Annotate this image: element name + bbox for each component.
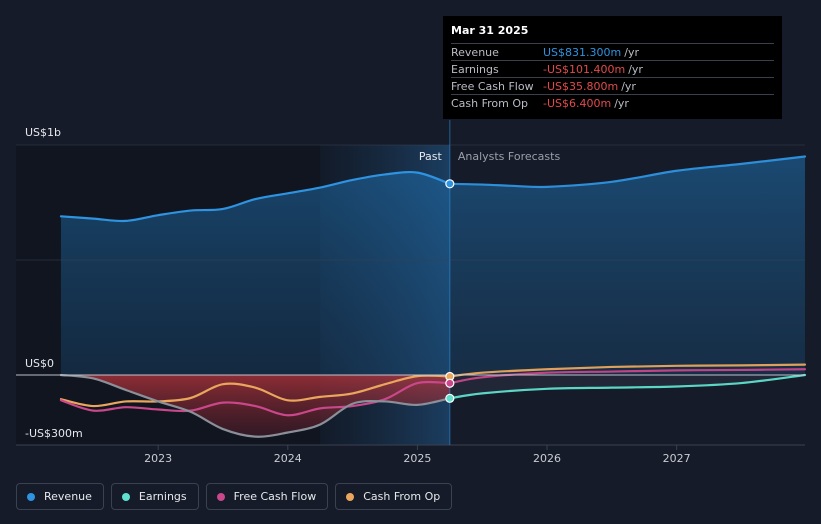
x-tick-label: 2023 (144, 452, 172, 465)
past-label: Past (419, 150, 443, 163)
revenue-line-forecast (448, 155, 807, 189)
earnings-line-forecast (448, 373, 807, 400)
tooltip-label: Free Cash Flow (451, 79, 534, 93)
free-cash-flow-line-marker (445, 378, 455, 388)
legend-item-revenue[interactable]: Revenue (16, 483, 104, 510)
tooltip-value: US$831.300m (543, 45, 622, 59)
earnings-line-marker (445, 393, 455, 403)
legend-label: Revenue (44, 490, 92, 503)
tooltip-unit: /yr (621, 79, 636, 93)
earnings-dot-icon (121, 492, 130, 501)
x-tick-label: 2027 (663, 452, 691, 465)
y-axis-label-top: US$1b (25, 126, 61, 139)
legend-item-free-cash-flow[interactable]: Free Cash Flow (205, 483, 329, 510)
earnings-line-past (59, 373, 451, 438)
revenue-line-past (59, 170, 451, 223)
cash-from-op-line-past (59, 374, 451, 408)
revenue-dot-icon (27, 492, 35, 501)
tooltip-label: Cash From Op (451, 96, 529, 110)
tooltip-row-earnings: Earnings -US$101.400m /yr (451, 60, 774, 77)
free-cash-flow-line-forecast (448, 368, 807, 385)
tooltip-unit: /yr (624, 45, 639, 59)
tooltip-label: Revenue (451, 45, 499, 59)
cash-from-op-dot-icon (346, 492, 355, 501)
free-cash-flow-dot-icon (216, 492, 225, 501)
tooltip-label: Earnings (451, 62, 499, 76)
tooltip-value: -US$101.400m (543, 62, 626, 76)
legend-label: Free Cash Flow (233, 490, 317, 503)
revenue-area (60, 156, 805, 375)
legend-label: Earnings (138, 490, 187, 503)
legend: Revenue Earnings Free Cash Flow Cash Fro… (16, 483, 453, 510)
tooltip-unit: /yr (614, 96, 629, 110)
legend-item-cash-from-op[interactable]: Cash From Op (335, 483, 453, 510)
legend-item-earnings[interactable]: Earnings (110, 483, 199, 510)
free-cash-flow-line-past (59, 380, 451, 417)
revenue-line-marker (445, 179, 455, 189)
x-tick-label: 2026 (533, 452, 561, 465)
tooltip-value: -US$6.400m (543, 96, 612, 110)
tooltip-date: Mar 31 2025 (451, 24, 529, 37)
legend-label: Cash From Op (363, 490, 441, 503)
tooltip-value: -US$35.800m (543, 79, 619, 93)
y-axis-label-zero: US$0 (25, 357, 54, 370)
tooltip: Mar 31 2025 Revenue US$831.300m /yr Earn… (443, 16, 782, 119)
x-tick-label: 2024 (274, 452, 302, 465)
tooltip-row-cash-from-op: Cash From Op -US$6.400m /yr (451, 94, 774, 111)
y-axis-label-bottom: -US$300m (25, 427, 83, 440)
tooltip-row-free-cash-flow: Free Cash Flow -US$35.800m /yr (451, 77, 774, 94)
tooltip-row-revenue: Revenue US$831.300m /yr (451, 43, 774, 60)
x-tick-label: 2025 (403, 452, 431, 465)
cash-from-op-line-forecast (448, 363, 807, 378)
forecast-label: Analysts Forecasts (458, 150, 561, 163)
tooltip-unit: /yr (628, 62, 643, 76)
